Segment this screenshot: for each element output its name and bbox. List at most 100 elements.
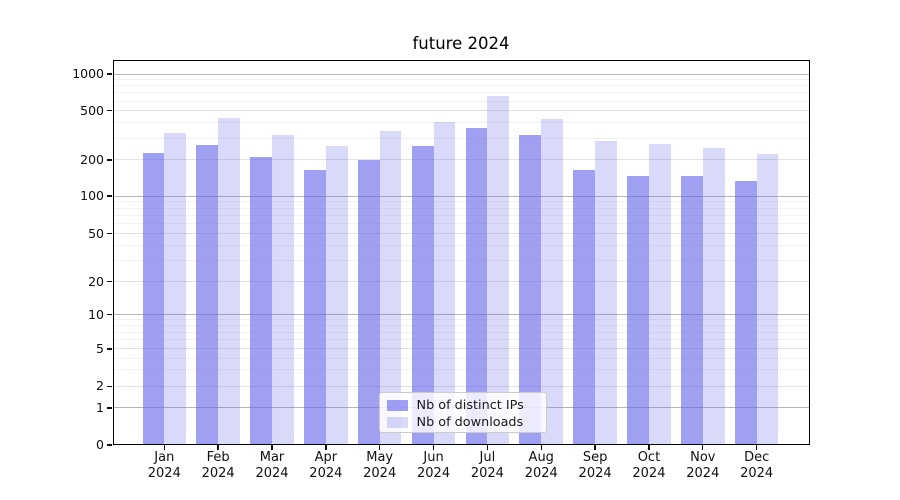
y-tick-mark [107,313,112,316]
x-tick-mark [325,445,327,450]
gridline [112,223,810,225]
legend-item-downloads: Nb of downloads [386,414,546,431]
x-tick-label: Feb 2024 [201,450,235,481]
bar-distinct-ips [573,169,596,445]
bar-distinct-ips [357,160,380,445]
y-tick-label: 20 [88,273,104,289]
bar-downloads [164,132,187,445]
x-tick-mark [217,445,219,450]
gridline [112,110,810,112]
y-tick-label: 1 [96,399,104,415]
y-tick-mark [107,385,112,388]
plot-area: Nb of distinct IPs Nb of downloads [112,59,810,445]
x-tick-mark [163,445,165,450]
gridline [112,207,810,209]
y-tick-mark [107,407,112,409]
legend-item-distinct-ips: Nb of distinct IPs [386,397,546,414]
bar-distinct-ips [411,146,434,445]
y-tick-label: 500 [80,102,104,118]
y-tick-mark [107,159,112,161]
gridline [112,319,810,321]
y-tick-label: 10 [88,306,104,322]
x-tick-label: Dec 2024 [740,450,774,481]
gridline [112,195,810,197]
x-tick-label: Jun 2024 [417,450,451,481]
y-tick-label: 1000 [72,66,104,82]
x-tick-mark [271,445,273,450]
x-tick-mark [755,445,758,450]
y-tick-label: 2 [96,378,104,394]
legend-swatch-distinct-ips [386,400,408,411]
x-tick-mark [648,445,650,450]
y-tick-label: 5 [96,340,104,356]
x-tick-label: Apr 2024 [309,450,343,481]
gridline [112,122,810,124]
chart-title: future 2024 [412,34,510,53]
bar-downloads [433,122,456,445]
bar-downloads [272,135,294,445]
x-tick-label: Jul 2024 [470,450,504,481]
bar-downloads [487,96,510,445]
x-tick-mark [702,445,704,450]
x-tick-label: Sep 2024 [578,450,612,481]
y-tick-label: 100 [80,188,104,204]
y-tick-mark [107,109,112,112]
gridline [112,214,810,216]
gridline [112,281,810,282]
x-tick-label: Oct 2024 [632,450,666,481]
gridline [112,369,810,371]
bar-distinct-ips [681,176,703,445]
bar-distinct-ips [250,157,272,445]
bar-downloads [325,146,348,445]
gridline [112,233,810,235]
gridline [112,159,810,161]
x-tick-label: Aug 2024 [524,450,558,481]
legend-label-downloads: Nb of downloads [416,415,524,430]
legend: Nb of distinct IPs Nb of downloads [378,392,547,433]
y-tick-mark [107,232,112,235]
gridline [112,79,810,81]
y-tick-label: 200 [80,151,104,167]
x-tick-label: Mar 2024 [255,450,289,481]
x-tick-label: Jan 2024 [147,450,181,481]
y-tick-mark [107,195,112,197]
gridline [112,357,810,359]
legend-label-distinct-ips: Nb of distinct IPs [416,398,524,413]
bar-distinct-ips [734,181,757,445]
bar-downloads [218,118,240,445]
x-tick-label: Nov 2024 [686,450,720,481]
gridline [112,85,810,87]
x-tick-mark [432,445,435,450]
gridline [112,259,810,261]
bar-distinct-ips [196,144,219,445]
x-tick-mark [594,445,596,450]
y-tick-mark [107,280,112,283]
gridline [112,244,810,246]
gridline [112,339,810,341]
bar-downloads [648,143,671,445]
gridline [112,100,810,102]
x-tick-label: May 2024 [363,450,397,481]
bar-downloads [702,147,725,445]
bar-distinct-ips [304,170,326,445]
y-tick-mark [107,73,112,75]
legend-swatch-downloads [386,417,408,428]
bar-downloads [595,141,617,445]
gridline [112,73,810,75]
gridline [112,137,810,139]
gridline [112,325,810,327]
bar-distinct-ips [465,127,488,445]
bar-distinct-ips [519,134,542,445]
x-tick-mark [379,445,381,450]
gridline [112,314,810,316]
y-tick-mark [107,348,112,350]
y-tick-mark [107,444,112,446]
bar-downloads [756,154,779,445]
bar-distinct-ips [142,152,165,445]
gridline [112,201,810,203]
x-tick-mark [486,445,489,450]
gridline [112,385,810,387]
gridline [112,331,810,333]
bar-downloads [541,118,564,445]
